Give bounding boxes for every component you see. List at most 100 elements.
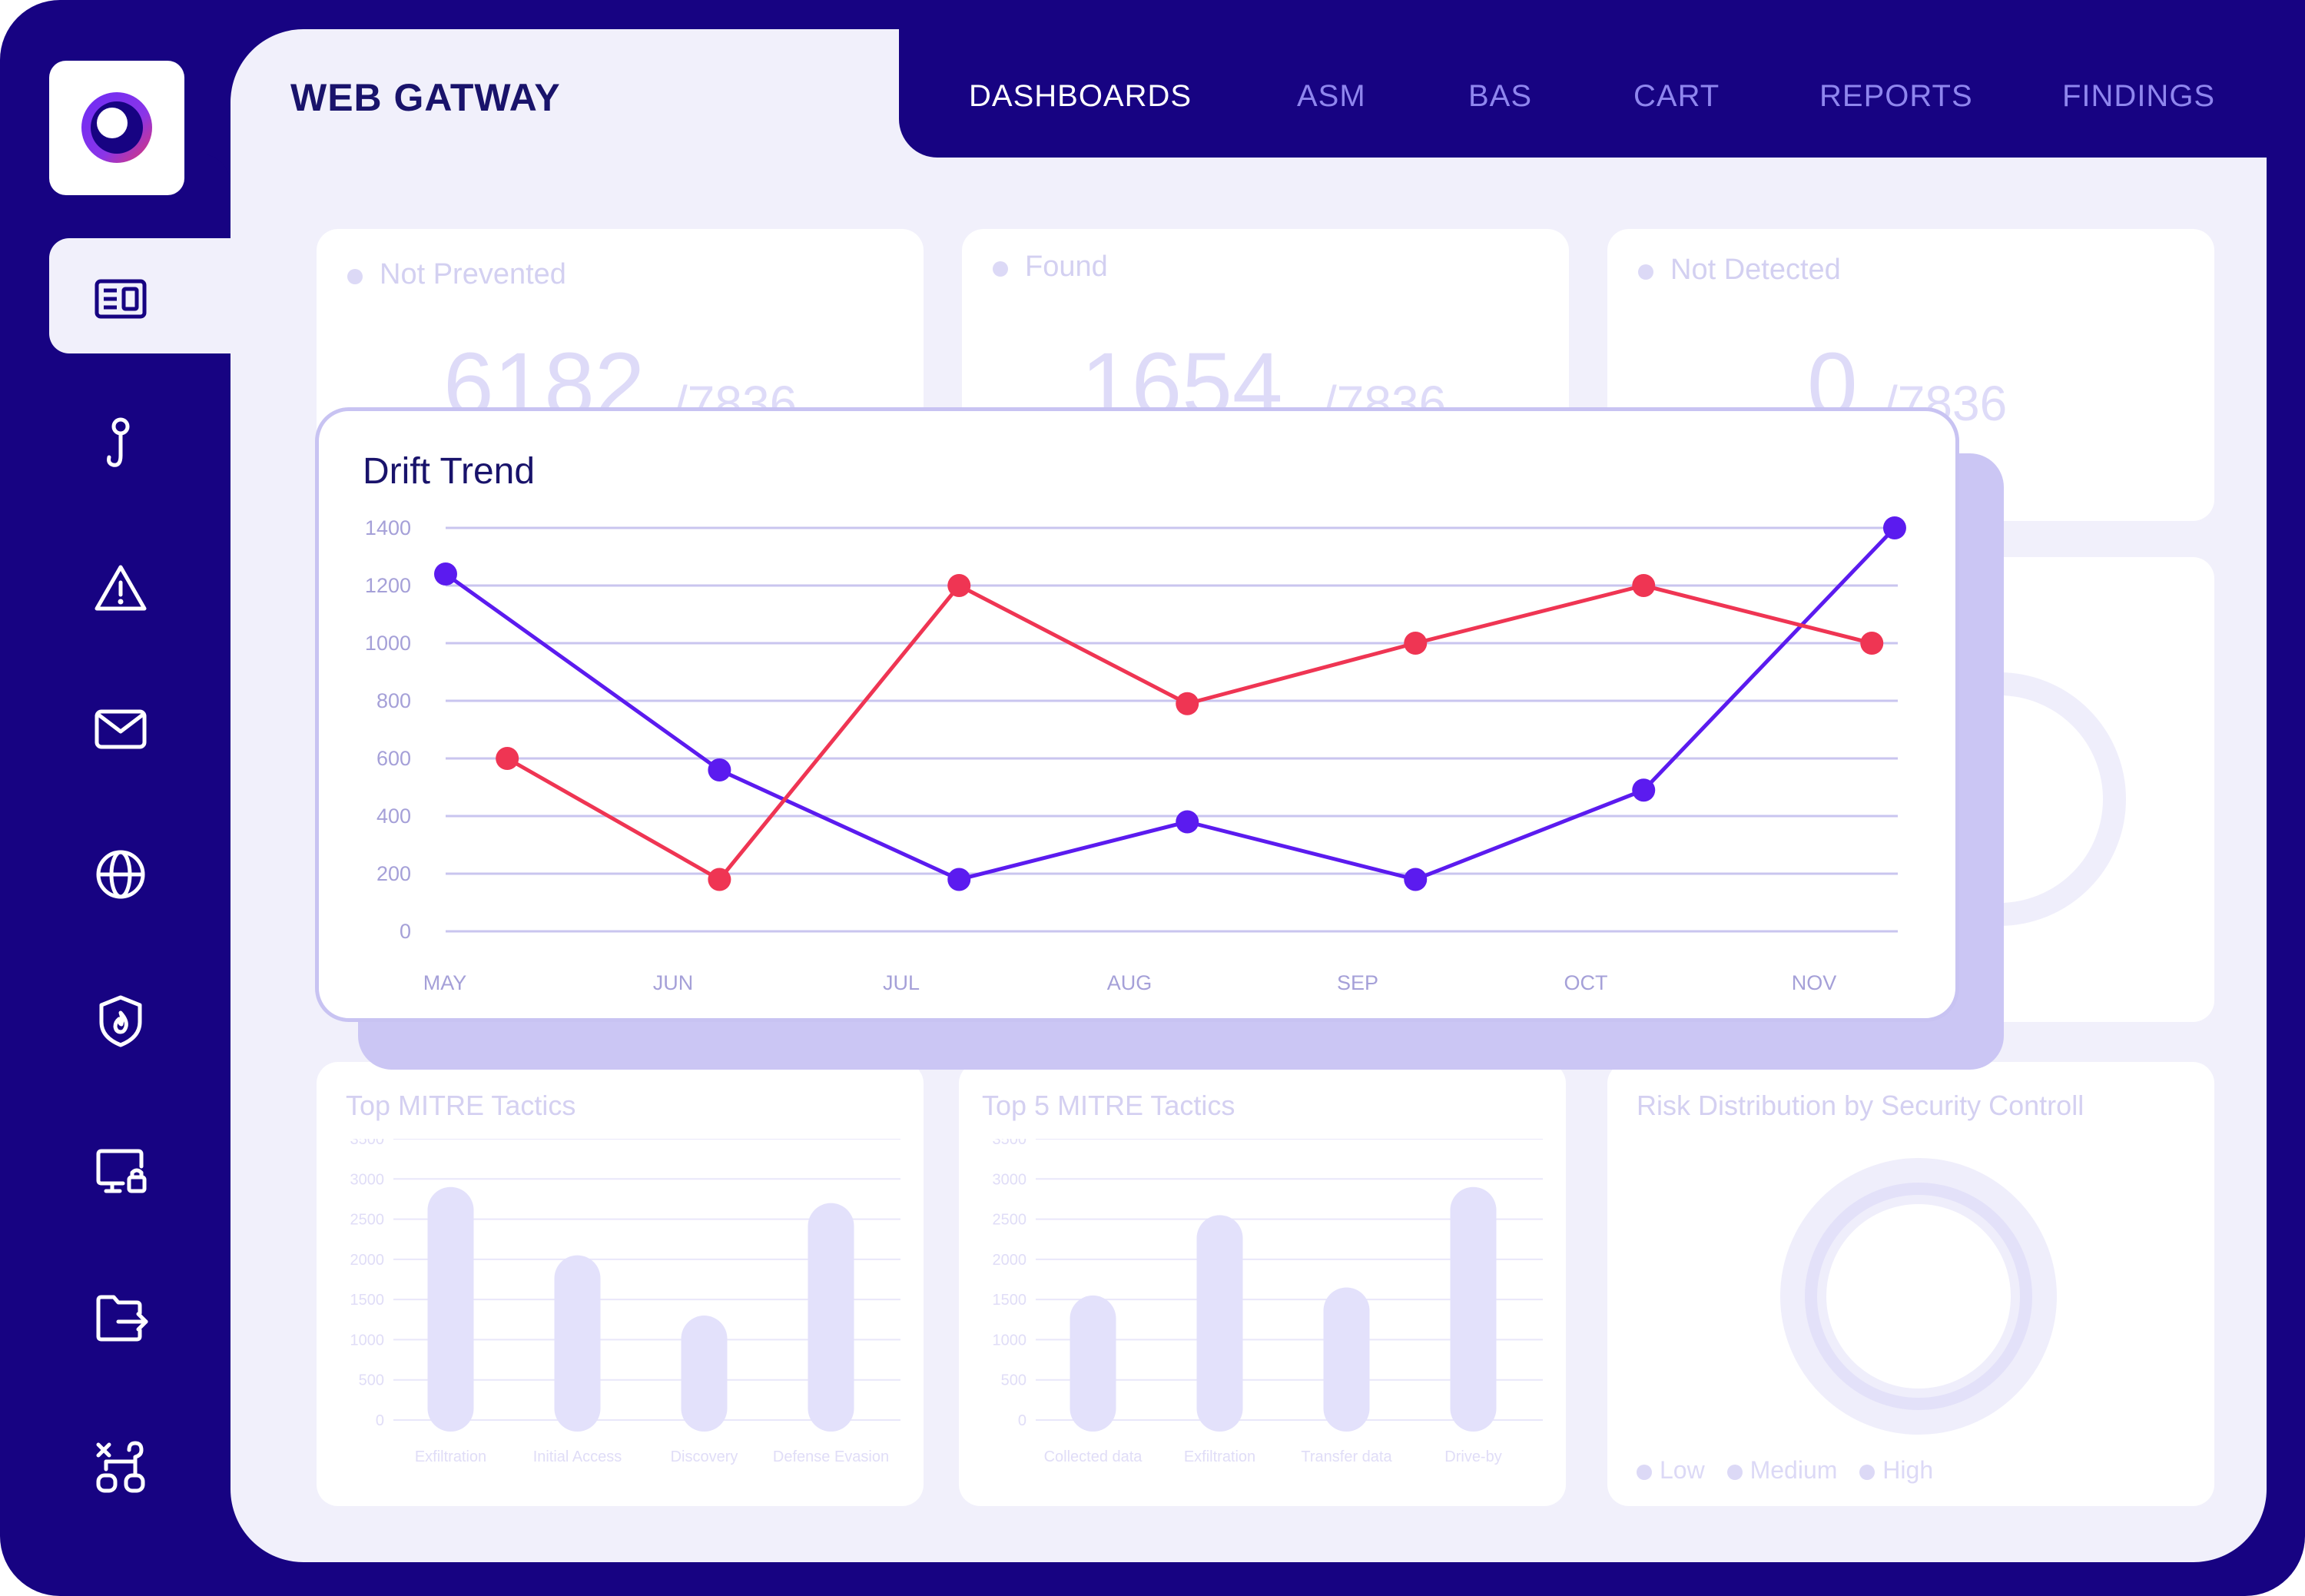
x-tick-label: SEP <box>1337 971 1378 994</box>
data-point <box>1882 516 1906 539</box>
data-point <box>1176 692 1199 715</box>
data-point <box>1632 574 1656 597</box>
shield-icon[interactable] <box>89 990 152 1053</box>
x-tick-label: OCT <box>1564 971 1608 994</box>
data-point <box>708 868 731 891</box>
stat-label: Found <box>1025 251 1108 283</box>
risk-distribution-card: Risk Distribution by Security Controll <box>1607 1062 2214 1506</box>
legend-dot <box>1637 1464 1652 1480</box>
mail-icon[interactable] <box>89 698 152 761</box>
y-tick-label: 3000 <box>350 1171 385 1188</box>
status-dot <box>1638 264 1653 280</box>
bar <box>1070 1295 1116 1432</box>
bar-card-top-mitre: Top MITRE Tactics 3500 3000 2500 2000 1500 10… <box>317 1062 924 1506</box>
status-dot <box>347 269 363 284</box>
page-title: WEB GATWAY <box>290 76 561 119</box>
x-tick-label: JUN <box>653 971 694 994</box>
y-tick-label: 500 <box>1001 1372 1026 1389</box>
bar-chart-top-mitre: 3500 3000 2500 2000 1500 1000 500 0 Exfiltration… <box>350 1139 900 1465</box>
legend-dot <box>1859 1464 1876 1480</box>
x-tick-label: MAY <box>423 971 467 994</box>
y-tick-label: 500 <box>359 1372 384 1389</box>
legend-item-low: Low <box>1637 1456 1705 1485</box>
x-tick-label: Discovery <box>671 1448 738 1465</box>
y-tick-label: 1500 <box>993 1292 1027 1309</box>
y-tick-label: 0 <box>376 1412 384 1429</box>
data-point <box>1404 868 1428 891</box>
tab-asm[interactable]: ASM <box>1297 79 1366 113</box>
x-tick-label: NOV <box>1792 971 1837 994</box>
workflow-icon[interactable] <box>89 1435 152 1498</box>
legend-item-medium: Medium <box>1726 1456 1838 1485</box>
x-tick-label: Drive-by <box>1444 1448 1501 1465</box>
card-title: Risk Distribution by Security Controll <box>1637 1090 2084 1121</box>
x-tick-label: Transfer data <box>1301 1448 1392 1465</box>
sidebar-item-dashboard[interactable] <box>49 238 230 353</box>
y-tick-label: 2000 <box>350 1252 385 1269</box>
legend-label: High <box>1882 1456 1934 1484</box>
data-point <box>496 747 519 770</box>
drift-trend-card <box>315 407 1959 1022</box>
y-tick-label: 3000 <box>993 1171 1027 1188</box>
legend-dot <box>1726 1464 1743 1480</box>
x-tick-label: Initial Access <box>533 1448 622 1465</box>
warning-icon[interactable] <box>89 558 152 621</box>
status-dot <box>993 261 1008 277</box>
y-tick-label: 400 <box>376 805 411 828</box>
dashboard-icon[interactable] <box>89 267 152 330</box>
tab-findings[interactable]: FINDINGS <box>2062 79 2216 113</box>
y-tick-label: 1400 <box>365 516 411 539</box>
series-line-1 <box>506 583 1872 881</box>
y-tick-label: 2500 <box>350 1212 385 1229</box>
series-line-0 <box>444 526 1896 881</box>
tab-reports[interactable]: REPORTS <box>1819 79 1973 113</box>
data-point <box>434 562 457 586</box>
bar <box>1196 1215 1243 1432</box>
y-tick-label: 1000 <box>365 632 411 655</box>
bar <box>681 1316 728 1432</box>
data-point <box>1632 778 1656 802</box>
y-tick-label: 200 <box>376 862 411 885</box>
y-tick-label: 3500 <box>350 1139 385 1148</box>
y-tick-label: 800 <box>376 689 411 712</box>
y-tick-label: 1200 <box>365 574 411 597</box>
monitor-lock-icon[interactable] <box>89 1139 152 1202</box>
legend-label: Medium <box>1749 1456 1838 1484</box>
y-tick-label: 1500 <box>350 1292 385 1309</box>
tab-cart[interactable]: CART <box>1633 79 1720 113</box>
data-point <box>1404 632 1428 655</box>
y-tick-label: 1000 <box>993 1332 1027 1349</box>
tab-dashboards[interactable]: DASHBOARDS <box>969 79 1192 113</box>
y-tick-label: 2000 <box>993 1252 1027 1269</box>
x-tick-label: Exfiltration <box>1184 1448 1255 1465</box>
x-tick-label: AUG <box>1107 971 1152 994</box>
card-title: Top 5 MITRE Tactics <box>982 1090 1235 1121</box>
logo[interactable] <box>49 61 184 195</box>
stat-label: Not Detected <box>1670 254 1841 286</box>
legend-item-high: High <box>1859 1456 1933 1485</box>
data-point <box>1176 810 1199 834</box>
bar <box>1323 1287 1370 1432</box>
risk-donut <box>1780 1158 2057 1435</box>
x-tick-label: Exfiltration <box>415 1448 486 1465</box>
hook-icon[interactable] <box>89 413 152 476</box>
drift-trend-chart: 1400 1200 1000 800 600 400 200 0 MAY JUN JUL AUG SEP… <box>365 516 1906 994</box>
x-tick-label: JUL <box>883 971 920 994</box>
bar <box>427 1186 474 1432</box>
stat-label: Not Prevented <box>380 258 566 290</box>
bar-card-top5-mitre: Top 5 MITRE Tactics 3500 3000 2500 2000 1500… <box>959 1062 1566 1506</box>
bar <box>1450 1186 1497 1432</box>
globe-icon[interactable] <box>89 843 152 906</box>
drift-trend-title: Drift Trend <box>363 451 536 492</box>
data-point <box>1860 632 1884 655</box>
data-point <box>947 868 971 891</box>
tab-bas[interactable]: BAS <box>1468 79 1533 113</box>
folder-export-icon[interactable] <box>89 1287 152 1350</box>
y-tick-label: 2500 <box>993 1212 1027 1229</box>
bar <box>554 1255 601 1432</box>
legend-label: Low <box>1660 1456 1705 1484</box>
card-title: Top MITRE Tactics <box>346 1090 576 1121</box>
data-point <box>947 574 971 597</box>
risk-legend: Low Medium High <box>1637 1456 1948 1485</box>
y-tick-label: 0 <box>400 920 411 943</box>
